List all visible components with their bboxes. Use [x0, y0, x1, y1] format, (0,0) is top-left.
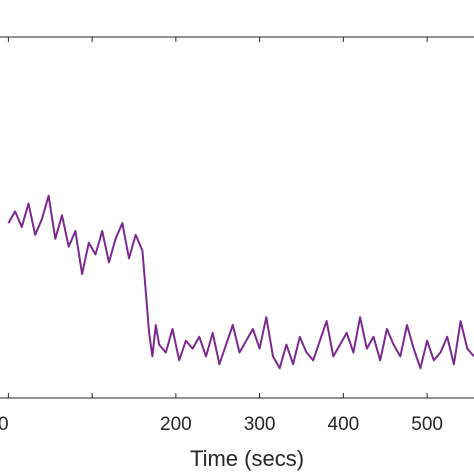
x-tick-label: 400 [328, 414, 360, 435]
x-tick-label: 0 [0, 414, 9, 435]
x-tick-labels: 0 200 300 400 500 [0, 414, 443, 435]
x-ticks [7, 37, 428, 398]
x-tick-label: 300 [244, 414, 276, 435]
x-tick-label: 500 [411, 414, 443, 435]
plot-box [0, 36, 474, 399]
series-group [7, 194, 474, 370]
x-axis-title: Time (secs) [190, 446, 304, 471]
series-line [7, 194, 474, 370]
x-tick-label: 200 [160, 414, 192, 435]
